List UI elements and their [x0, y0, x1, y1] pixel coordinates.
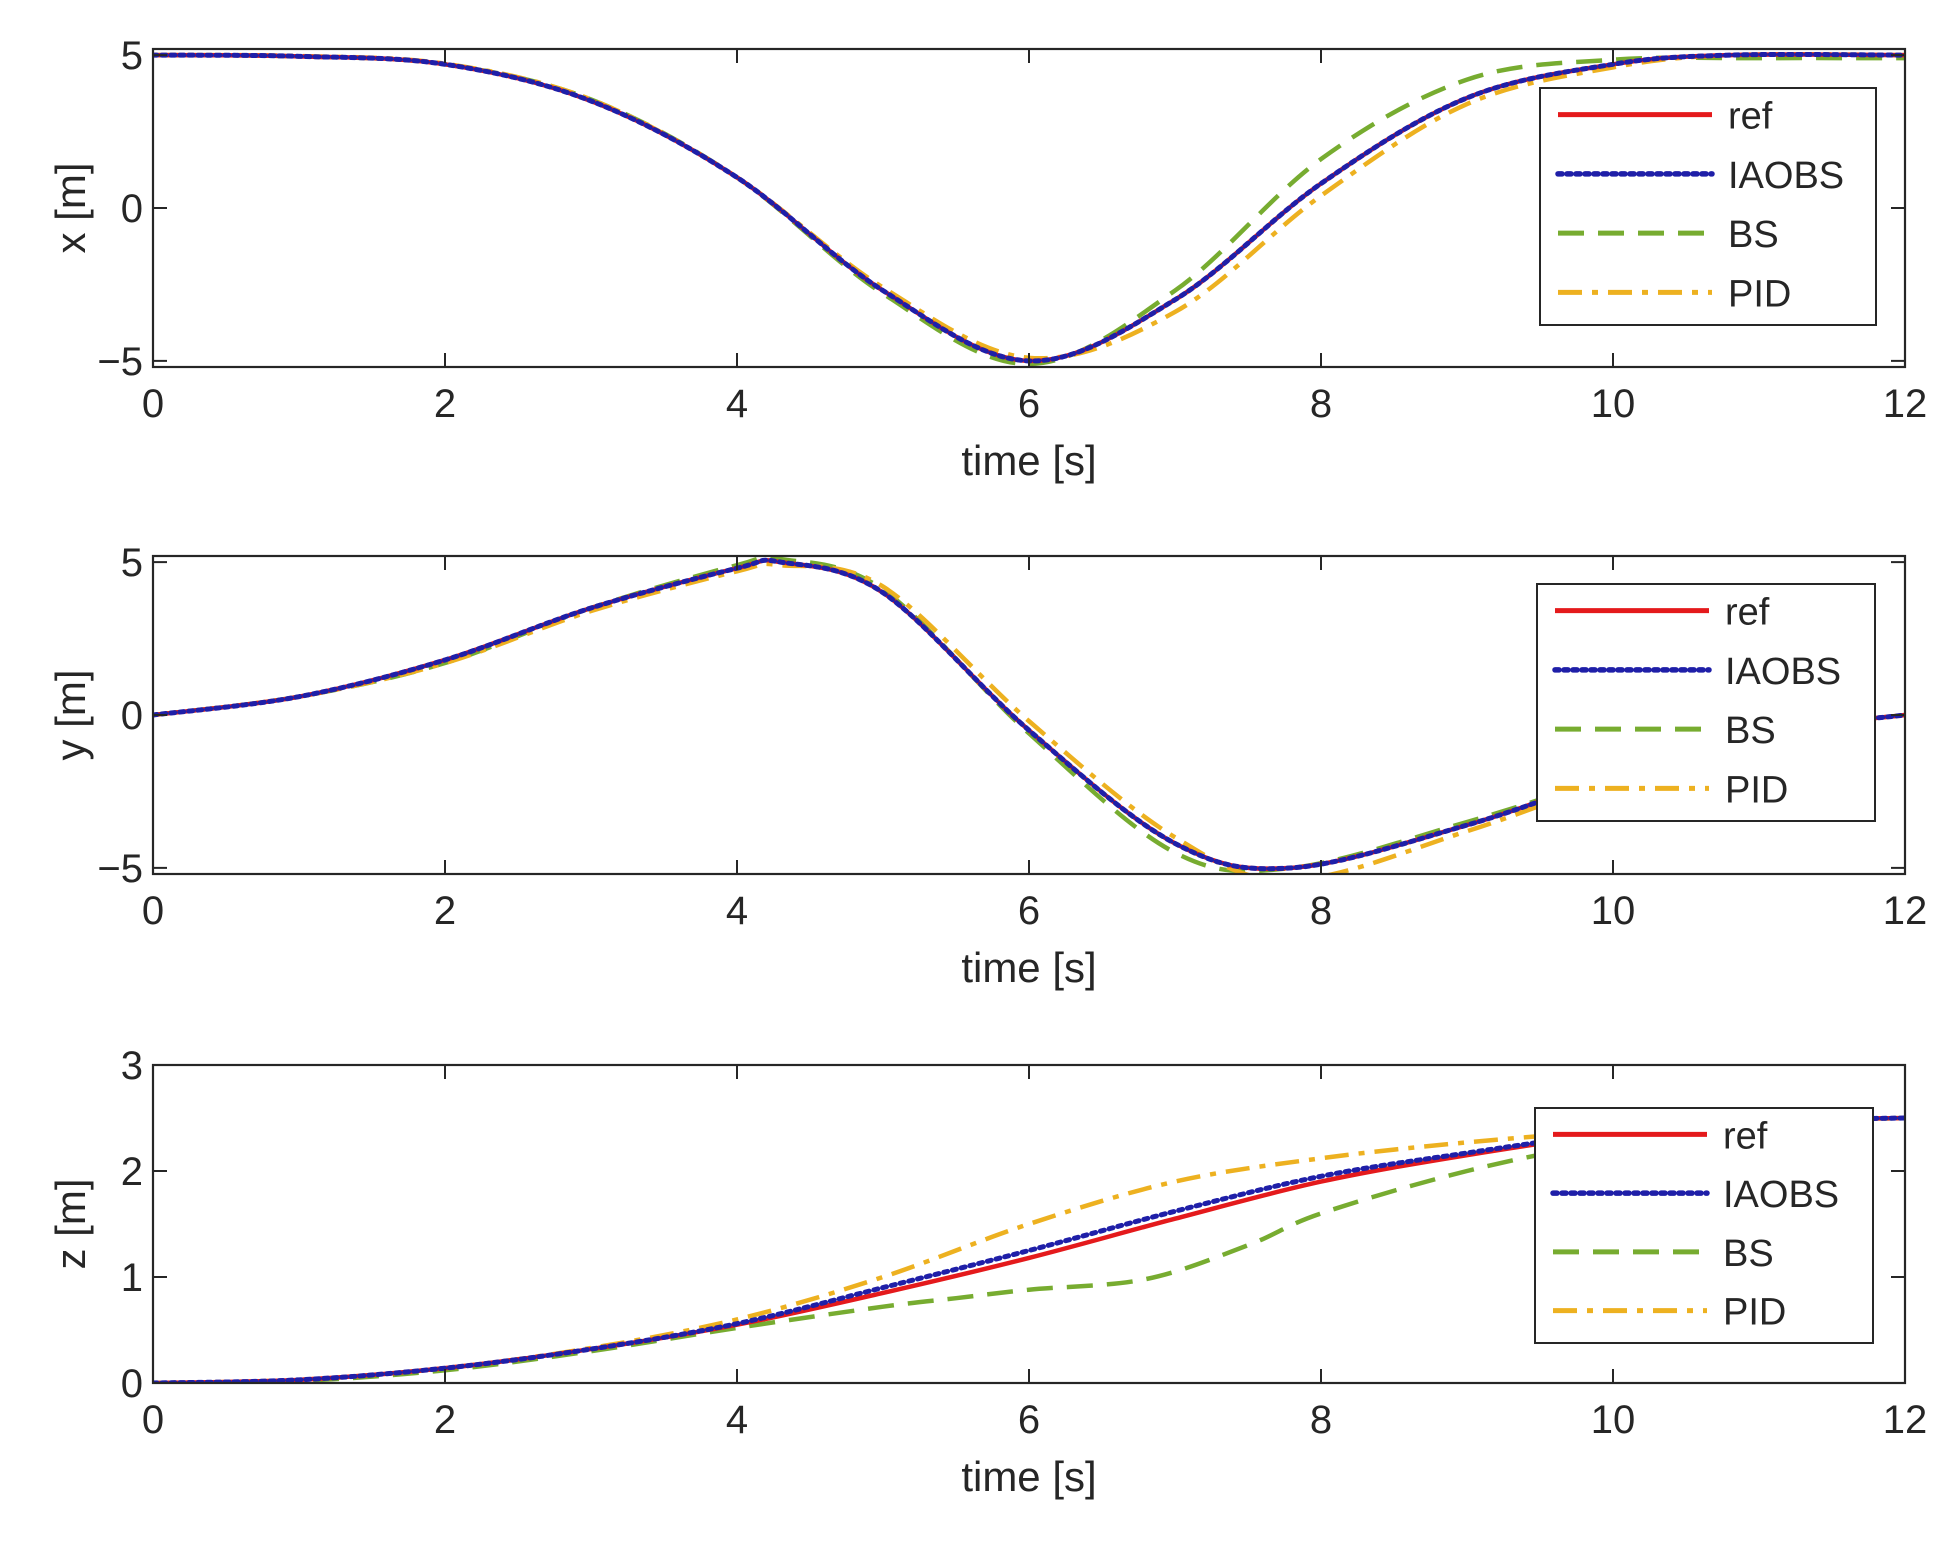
x-tick-label: 10: [1591, 382, 1636, 426]
x-axis-label: time [s]: [961, 1453, 1096, 1500]
legend-box: [1539, 87, 1877, 326]
x-tick-label: 12: [1883, 1398, 1928, 1442]
legend-label-ref: ref: [1723, 1115, 1768, 1157]
y-tick-label: 1: [121, 1256, 143, 1300]
x-tick-label: 12: [1883, 382, 1928, 426]
x-axis-label: time [s]: [961, 437, 1096, 484]
legend-label-iaobs: IAOBS: [1725, 651, 1841, 693]
x-tick-label: 0: [142, 1398, 164, 1442]
x-tick-label: 10: [1591, 889, 1636, 933]
series-line-bs: [153, 1115, 1905, 1383]
legend-label-iaobs: IAOBS: [1728, 155, 1844, 197]
y-tick-label: 0: [121, 187, 143, 231]
x-tick-label: 2: [434, 1398, 456, 1442]
x-axis-label: time [s]: [961, 944, 1096, 991]
y-tick-label: 2: [121, 1150, 143, 1194]
x-tick-label: 2: [434, 889, 456, 933]
x-tick-label: 12: [1883, 889, 1928, 933]
legend-label-bs: BS: [1723, 1233, 1774, 1275]
y-tick-label: 5: [121, 541, 143, 585]
x-tick-label: 0: [142, 382, 164, 426]
y-tick-label: 0: [121, 694, 143, 738]
legend-box: [1536, 583, 1876, 822]
legend-label-pid: PID: [1725, 769, 1788, 811]
legend-label-ref: ref: [1725, 592, 1770, 634]
y-tick-label: 0: [121, 1362, 143, 1406]
x-tick-label: 8: [1310, 382, 1332, 426]
x-tick-label: 6: [1018, 1398, 1040, 1442]
legend-label-iaobs: IAOBS: [1723, 1174, 1839, 1216]
series-line-pid: [153, 561, 1905, 874]
y-tick-label: 3: [121, 1044, 143, 1088]
legend: ref IAOBS BS PID: [1536, 583, 1876, 822]
x-tick-label: 4: [726, 889, 748, 933]
x-tick-label: 4: [726, 1398, 748, 1442]
x-tick-label: 2: [434, 382, 456, 426]
y-tick-label: −5: [97, 847, 143, 891]
y-axis-label: z [m]: [47, 1179, 94, 1270]
legend-label-bs: BS: [1728, 214, 1779, 256]
y-tick-label: −5: [97, 340, 143, 384]
x-tick-label: 6: [1018, 382, 1040, 426]
x-tick-label: 10: [1591, 1398, 1636, 1442]
legend-label-ref: ref: [1728, 96, 1773, 138]
x-tick-label: 8: [1310, 889, 1332, 933]
legend: ref IAOBS BS PID: [1539, 87, 1877, 326]
legend-label-pid: PID: [1728, 273, 1791, 315]
x-tick-label: 4: [726, 382, 748, 426]
x-tick-label: 0: [142, 889, 164, 933]
y-axis-label: y [m]: [47, 670, 94, 761]
legend-box: [1534, 1107, 1874, 1344]
legend-label-pid: PID: [1723, 1292, 1786, 1334]
y-tick-label: 5: [121, 34, 143, 78]
legend-label-bs: BS: [1725, 710, 1776, 752]
y-axis-label: x [m]: [47, 163, 94, 254]
x-tick-label: 6: [1018, 889, 1040, 933]
x-tick-label: 8: [1310, 1398, 1332, 1442]
legend: ref IAOBS BS PID: [1534, 1107, 1874, 1344]
